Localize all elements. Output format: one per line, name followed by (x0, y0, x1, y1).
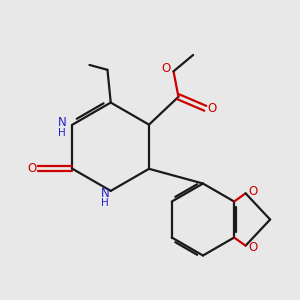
Text: H: H (101, 198, 109, 208)
Text: O: O (28, 162, 37, 175)
Text: O: O (207, 102, 216, 115)
Text: H: H (58, 128, 66, 138)
Text: O: O (162, 61, 171, 74)
Text: O: O (248, 185, 257, 198)
Text: N: N (58, 116, 66, 128)
Text: N: N (100, 187, 109, 200)
Text: O: O (248, 241, 257, 254)
